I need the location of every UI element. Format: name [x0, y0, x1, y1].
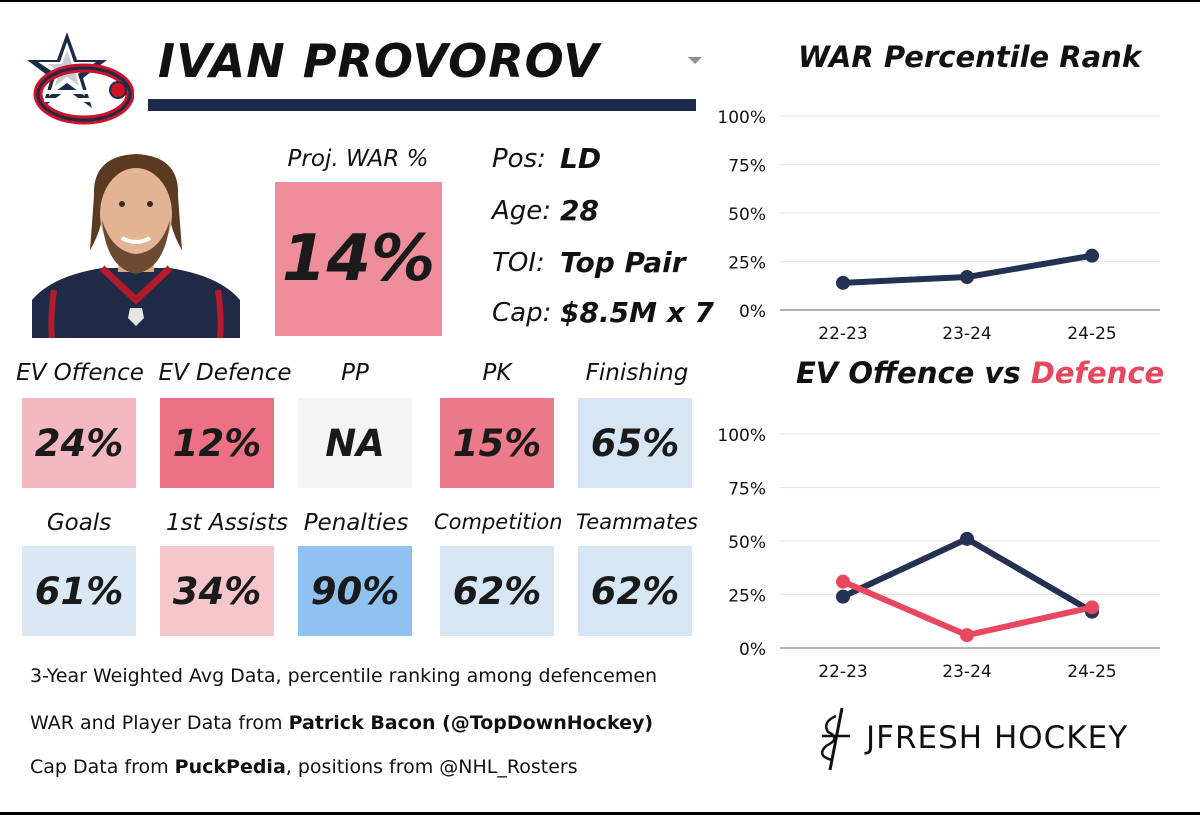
- proj-war-tile: 14%: [275, 182, 442, 336]
- y-tick-label: 100%: [717, 108, 766, 128]
- footer-line-1: 3-Year Weighted Avg Data, percentile ran…: [30, 665, 658, 687]
- chart-1-title: WAR Percentile Rank: [798, 40, 1142, 74]
- x-tick-label: 23-24: [942, 324, 991, 344]
- team-logo-icon: [27, 32, 134, 125]
- brand-logo-icon: [820, 707, 850, 771]
- y-tick-label: 25%: [728, 254, 766, 274]
- pp-label: PP: [341, 360, 369, 386]
- y-tick-label: 50%: [728, 205, 766, 225]
- goals-tile: 61%: [22, 546, 136, 636]
- pos-key: Pos:: [492, 144, 546, 174]
- brand-name: JFRESH HOCKEY: [866, 720, 1129, 756]
- data-point: [1085, 600, 1099, 615]
- goals-label: Goals: [46, 510, 112, 536]
- proj-war-label: Proj. WAR %: [287, 146, 429, 172]
- cap-key: Cap:: [492, 298, 552, 328]
- footer-line-3: Cap Data from PuckPedia, positions from …: [30, 756, 578, 778]
- ev-offence-vs-defence-chart: 0% 25% 50% 75% 100% 22-23 23-24 24-25: [717, 426, 1160, 682]
- data-point: [960, 628, 974, 643]
- pos-value: LD: [560, 142, 602, 175]
- pp-tile: NA: [298, 398, 412, 488]
- penalties-tile: 90%: [298, 546, 412, 636]
- x-tick-label: 22-23: [818, 324, 867, 344]
- player-photo: [32, 154, 240, 338]
- first-assists-tile: 34%: [160, 546, 274, 636]
- y-tick-label: 0%: [739, 302, 766, 322]
- data-point: [960, 270, 974, 285]
- data-point: [836, 275, 850, 290]
- footer-line-2: WAR and Player Data from Patrick Bacon (…: [30, 712, 654, 734]
- y-tick-label: 25%: [728, 587, 766, 607]
- ev-defence-tile: 12%: [160, 398, 274, 488]
- penalties-label: Penalties: [303, 510, 409, 536]
- data-point: [836, 589, 850, 604]
- ev-offence-tile: 24%: [22, 398, 136, 488]
- dropdown-caret-icon[interactable]: [688, 57, 702, 64]
- teammates-label: Teammates: [576, 510, 698, 534]
- war-percentile-chart: 0% 25% 50% 75% 100% 22-23 23-24 24-25: [717, 108, 1160, 344]
- competition-label: Competition: [434, 510, 563, 534]
- teammates-tile: 62%: [578, 546, 692, 636]
- name-underline: [148, 99, 696, 111]
- toi-key: TOI:: [492, 248, 545, 278]
- player-name: IVAN PROVOROV: [158, 34, 600, 88]
- finishing-tile: 65%: [578, 398, 692, 488]
- data-point: [960, 531, 974, 546]
- toi-value: Top Pair: [560, 246, 686, 279]
- ev-offence-label: EV Offence: [16, 360, 144, 386]
- y-tick-label: 50%: [728, 533, 766, 553]
- x-tick-label: 22-23: [818, 662, 867, 682]
- age-value: 28: [560, 194, 599, 227]
- y-tick-label: 100%: [717, 426, 766, 446]
- chart-2-title: EV Offence vs Defence: [796, 356, 1165, 390]
- pk-label: PK: [482, 360, 512, 386]
- y-tick-label: 0%: [739, 640, 766, 660]
- competition-tile: 62%: [440, 546, 554, 636]
- x-tick-label: 23-24: [942, 662, 991, 682]
- chart-2-title-defence: Defence: [1030, 356, 1165, 390]
- first-assists-label: 1st Assists: [165, 510, 289, 536]
- age-key: Age:: [492, 196, 552, 226]
- x-tick-label: 24-25: [1067, 662, 1116, 682]
- pk-tile: 15%: [440, 398, 554, 488]
- data-point: [836, 574, 850, 589]
- cap-value: $8.5M x 7: [560, 296, 714, 329]
- y-tick-label: 75%: [728, 480, 766, 500]
- x-tick-label: 24-25: [1067, 324, 1116, 344]
- y-tick-label: 75%: [728, 157, 766, 177]
- data-point: [1085, 248, 1099, 263]
- ev-defence-label: EV Defence: [158, 360, 292, 386]
- finishing-label: Finishing: [585, 360, 689, 386]
